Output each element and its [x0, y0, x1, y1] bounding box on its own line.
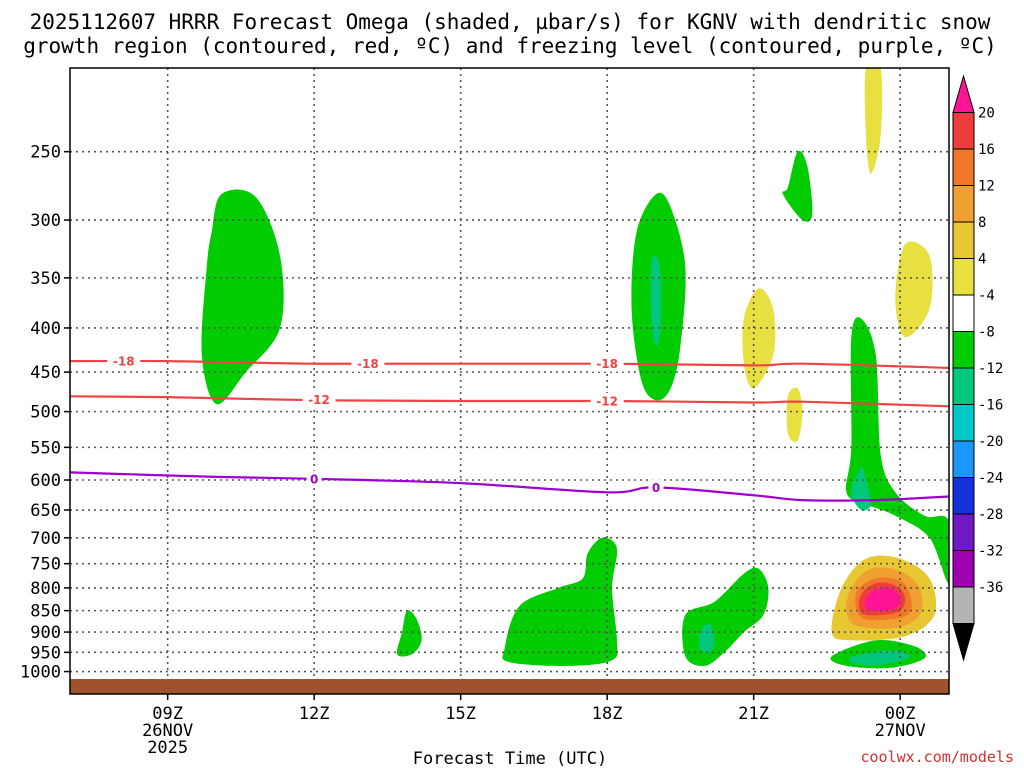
omega-yellow-3: [742, 288, 776, 389]
xtick-year-09Z: 2025: [147, 738, 188, 758]
omega-yellow-2: [895, 241, 933, 338]
ytick-label-500: 500: [30, 403, 61, 423]
colorbar-swatch: [952, 367, 975, 405]
dgz-minus12-label-bg: [590, 392, 624, 409]
colorbar-swatch: [952, 440, 975, 478]
xtick-label-00Z: 00Z: [885, 704, 916, 724]
ytick-label-600: 600: [30, 471, 61, 491]
x-axis-label: Forecast Time (UTC): [413, 749, 607, 768]
dgz-minus12-label: -12: [308, 393, 330, 407]
colorbar-swatch: [952, 185, 975, 223]
dgz-minus18-label: -18: [596, 357, 618, 371]
dgz-minus18-line: [70, 359, 949, 369]
colorbar-swatch: [952, 477, 975, 515]
omega-green-4: [845, 317, 949, 584]
temperature-contours: -18 -18 -18 -12 -12 0 0: [70, 353, 949, 502]
dgz-minus12-label: -12: [596, 394, 618, 408]
pressure-axis: 2503003504004505005506006507007508008509…: [20, 143, 70, 683]
chart-title-line2: growth region (contoured, red, ºC) and f…: [23, 34, 997, 58]
colorbar-label: -12: [978, 361, 1003, 377]
dgz-minus18-label-bg: [590, 355, 624, 372]
colorbar-swatch: [952, 513, 975, 551]
ytick-label-750: 750: [30, 555, 61, 575]
colorbar-swatch-bottom: [952, 623, 975, 662]
colorbar-label: -16: [978, 398, 1003, 414]
xtick-label-12Z: 12Z: [299, 704, 330, 724]
colorbar-label: -28: [978, 507, 1003, 523]
omega-green-6: [396, 610, 422, 657]
colorbar-label: 16: [978, 142, 995, 158]
ytick-label-350: 350: [30, 269, 61, 289]
ground-surface: [70, 679, 949, 694]
plot-frame: [69, 67, 950, 695]
gridlines: [70, 68, 949, 679]
xtick-label-18Z: 18Z: [592, 704, 623, 724]
ytick-label-850: 850: [30, 602, 61, 622]
ytick-label-250: 250: [30, 143, 61, 163]
ytick-label-950: 950: [30, 643, 61, 663]
freezing-level-label: 0: [652, 481, 660, 495]
dgz-minus18-label: -18: [357, 357, 379, 371]
credit-text: coolwx.com/models: [860, 748, 1014, 766]
colorbar-swatch: [952, 294, 975, 332]
xtick-label-09Z: 09Z: [152, 704, 183, 724]
colorbar-swatch: [952, 331, 975, 369]
colorbar-swatch: [952, 404, 975, 442]
freezing-level-label-bg: [306, 470, 322, 487]
colorbar-swatch: [952, 148, 975, 186]
omega-yellow-1: [864, 68, 883, 174]
omega-pos-magenta: [864, 587, 901, 611]
colorbar-swatch: [952, 586, 975, 624]
freezing-level-label-bg: [648, 479, 664, 496]
xtick-label-21Z: 21Z: [738, 704, 769, 724]
freezing-level-line: [70, 471, 949, 502]
colorbar-label: -32: [978, 544, 1003, 560]
colorbar-label: -4: [978, 288, 995, 304]
xtick-label-15Z: 15Z: [445, 704, 476, 724]
colorbar-label: -24: [978, 471, 1003, 487]
omega-shading: [201, 68, 949, 669]
colorbar-label: 4: [978, 252, 986, 268]
chart-title-line1: 2025112607 HRRR Forecast Omega (shaded, …: [30, 10, 991, 34]
colorbar-label: 12: [978, 179, 995, 195]
colorbar-label: 8: [978, 215, 986, 231]
omega-teal-8: [848, 650, 911, 666]
ytick-label-1000: 1000: [20, 663, 61, 683]
dgz-minus18-label-bg: [351, 355, 385, 372]
colorbar-swatch: [952, 221, 975, 259]
colorbar-swatch: [952, 258, 975, 296]
ytick-label-650: 650: [30, 501, 61, 521]
dgz-minus18-label-bg: [107, 353, 141, 370]
dgz-minus12-line: [70, 395, 949, 408]
ytick-label-400: 400: [30, 319, 61, 339]
ytick-label-300: 300: [30, 211, 61, 231]
colorbar-label: -8: [978, 325, 995, 341]
ytick-label-700: 700: [30, 529, 61, 549]
omega-green-1: [201, 189, 284, 405]
dgz-minus18-label: -18: [113, 355, 135, 369]
omega-green-5: [502, 537, 618, 666]
xtick-date-00Z: 27NOV: [875, 721, 926, 741]
colorbar-label: -20: [978, 434, 1003, 450]
ytick-label-900: 900: [30, 623, 61, 643]
freezing-level-label: 0: [310, 472, 318, 486]
dgz-minus12-label-bg: [302, 391, 336, 408]
xtick-date-09Z: 26NOV: [142, 721, 193, 741]
colorbar: 20 16 12 8 4 -4 -8 -12 -16 -20 -24 -28 -32 -36: [952, 74, 1003, 662]
colorbar-swatch: [952, 550, 975, 588]
ytick-label-450: 450: [30, 363, 61, 383]
colorbar-swatch: [952, 112, 975, 150]
omega-green-3: [782, 150, 813, 222]
colorbar-label: 20: [978, 106, 995, 122]
ytick-label-800: 800: [30, 579, 61, 599]
omega-teal-7: [698, 623, 715, 653]
ytick-label-550: 550: [30, 438, 61, 458]
colorbar-label: -36: [978, 580, 1003, 596]
